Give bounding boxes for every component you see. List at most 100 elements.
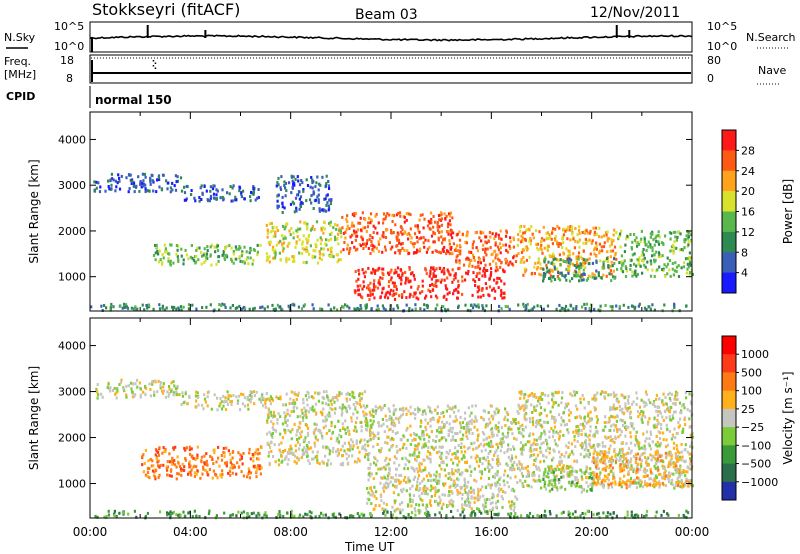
scatter-point bbox=[514, 495, 517, 499]
scatter-point bbox=[356, 284, 359, 288]
scatter-point bbox=[532, 470, 535, 474]
scatter-point bbox=[370, 271, 373, 275]
scatter-point bbox=[170, 389, 173, 393]
scatter-point bbox=[419, 213, 422, 217]
scatter-point bbox=[498, 462, 502, 466]
scatter-point bbox=[392, 231, 395, 234]
scatter-point bbox=[475, 275, 478, 278]
scatter-point bbox=[161, 389, 164, 393]
scatter-point bbox=[375, 308, 378, 312]
freq-dot bbox=[154, 62, 157, 64]
scatter-point bbox=[142, 184, 145, 188]
scatter-point bbox=[505, 462, 508, 466]
scatter-point bbox=[169, 190, 172, 194]
scatter-point bbox=[488, 468, 491, 471]
scatter-point bbox=[645, 393, 648, 396]
scatter-point bbox=[281, 450, 285, 454]
scatter-point bbox=[321, 460, 324, 464]
scatter-point bbox=[649, 307, 652, 311]
scatter-point bbox=[500, 443, 503, 447]
scatter-point bbox=[494, 234, 497, 238]
scatter-point bbox=[415, 235, 418, 239]
scatter-point bbox=[540, 237, 544, 241]
scatter-point bbox=[359, 440, 362, 444]
scatter-point bbox=[448, 212, 451, 216]
scatter-point bbox=[307, 235, 310, 239]
scatter-point bbox=[442, 502, 445, 506]
scatter-point bbox=[485, 253, 488, 257]
scatter-point bbox=[142, 179, 145, 183]
scatter-point bbox=[430, 234, 434, 238]
scatter-point bbox=[462, 508, 465, 512]
scatter-point bbox=[560, 271, 563, 275]
scatter-point bbox=[196, 396, 199, 400]
scatter-point bbox=[323, 227, 326, 231]
scatter-point bbox=[347, 441, 351, 445]
scatter-point bbox=[503, 469, 507, 473]
scatter-point bbox=[173, 384, 176, 388]
scatter-point bbox=[342, 248, 345, 252]
scatter-point bbox=[672, 446, 676, 450]
scatter-point bbox=[655, 425, 658, 429]
scatter-point bbox=[93, 189, 97, 193]
scatter-point bbox=[670, 231, 673, 235]
scatter-point bbox=[369, 419, 372, 423]
scatter-point bbox=[479, 442, 482, 446]
scatter-point bbox=[399, 214, 402, 218]
scatter-point bbox=[507, 485, 510, 489]
scatter-point bbox=[204, 259, 207, 262]
scatter-point bbox=[557, 403, 560, 407]
scatter-point bbox=[631, 253, 634, 257]
scatter-point bbox=[609, 406, 612, 409]
scatter-point bbox=[274, 307, 277, 311]
scatter-point bbox=[280, 175, 283, 179]
scatter-point bbox=[182, 258, 185, 262]
scatter-point bbox=[520, 234, 523, 238]
scatter-point bbox=[161, 306, 164, 310]
scatter-point bbox=[655, 409, 658, 413]
scatter-point bbox=[434, 499, 437, 503]
scatter-point bbox=[609, 393, 613, 397]
scatter-point bbox=[654, 423, 657, 427]
scatter-point bbox=[266, 420, 269, 424]
scatter-point bbox=[163, 243, 166, 247]
scatter-point bbox=[307, 440, 310, 444]
scatter-point bbox=[507, 427, 510, 431]
scatter-point bbox=[104, 189, 107, 193]
scatter-point bbox=[411, 500, 414, 504]
scatter-point bbox=[387, 284, 390, 288]
scatter-point bbox=[540, 411, 543, 415]
scatter-point bbox=[539, 246, 542, 250]
scatter-point bbox=[382, 273, 385, 277]
scatter-point bbox=[367, 455, 370, 459]
scatter-point bbox=[367, 221, 370, 225]
scatter-point bbox=[445, 409, 448, 413]
scatter-point bbox=[410, 504, 413, 508]
scatter-point bbox=[526, 399, 529, 403]
scatter-point bbox=[553, 439, 556, 443]
scatter-point bbox=[658, 410, 661, 414]
scatter-point bbox=[432, 272, 435, 276]
scatter-point bbox=[457, 284, 460, 287]
scatter-point bbox=[618, 306, 621, 310]
scatter-point bbox=[257, 196, 260, 199]
scatter-point bbox=[536, 453, 540, 457]
scatter-point bbox=[200, 403, 204, 407]
scatter-point bbox=[440, 451, 443, 455]
scatter-point bbox=[532, 448, 535, 452]
scatter-point bbox=[609, 255, 612, 259]
scatter-point bbox=[677, 264, 680, 268]
scatter-point bbox=[230, 257, 233, 261]
scatter-point bbox=[302, 234, 305, 238]
scatter-point bbox=[367, 458, 370, 461]
scatter-point bbox=[354, 421, 358, 425]
scatter-point bbox=[315, 220, 319, 224]
scatter-point bbox=[478, 271, 481, 275]
scatter-point bbox=[316, 461, 319, 465]
scatter-point bbox=[309, 185, 312, 189]
scatter-point bbox=[572, 390, 576, 394]
scatter-point bbox=[398, 276, 401, 280]
scatter-point bbox=[448, 472, 451, 475]
scatter-point bbox=[281, 422, 284, 426]
scatter-point bbox=[271, 248, 274, 252]
